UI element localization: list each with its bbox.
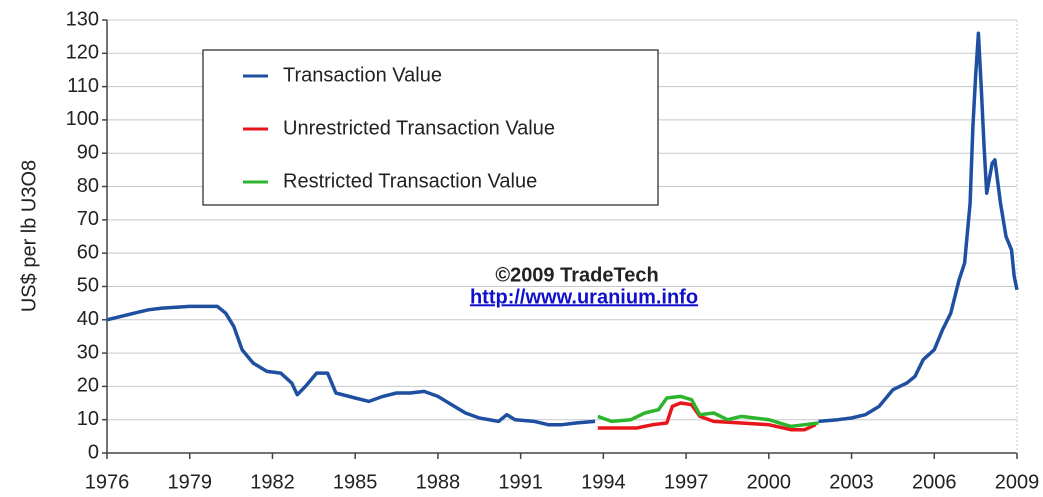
x-tick-label: 2000 (747, 471, 792, 493)
y-tick-label: 50 (77, 275, 99, 297)
y-tick-label: 10 (77, 408, 99, 430)
legend-label: Unrestricted Transaction Value (283, 117, 555, 139)
legend-box (202, 49, 659, 206)
line-series (106, 31, 1019, 427)
y-tick-label: 80 (77, 175, 99, 197)
y-tick-label: 100 (66, 108, 99, 130)
x-tick-label: 1979 (167, 471, 212, 493)
x-tick-label: 2009 (995, 471, 1040, 493)
legend-label: Restricted Transaction Value (283, 170, 537, 192)
x-tick-label: 1982 (250, 471, 295, 493)
x-tick-label: 2003 (829, 471, 874, 493)
x-tick-label: 1985 (333, 471, 378, 493)
legend-label: Transaction Value (283, 64, 442, 86)
y-tick-label: 120 (66, 42, 99, 64)
annotation: ©2009 TradeTech (495, 264, 658, 286)
y-tick-label: 30 (77, 341, 99, 363)
x-tick-label: 1994 (581, 471, 626, 493)
x-tick-label: 1976 (85, 471, 130, 493)
x-tick-label: 2006 (912, 471, 957, 493)
x-tick-label: 1997 (664, 471, 709, 493)
x-tick-label: 1988 (416, 471, 461, 493)
y-tick-label: 60 (77, 241, 99, 263)
y-tick-label: 40 (77, 308, 99, 330)
line-series (597, 394, 819, 429)
y-tick-label: 70 (77, 208, 99, 230)
annotation-link[interactable]: http://www.uranium.info (470, 286, 698, 308)
y-tick-label: 20 (77, 375, 99, 397)
line-series (597, 401, 817, 432)
x-tick-label: 1991 (498, 471, 543, 493)
y-tick-label: 110 (67, 75, 99, 97)
y-tick-label: 0 (88, 441, 99, 463)
y-axis-label: US$ per lb U3O8 (18, 160, 40, 312)
y-tick-label: 130 (66, 8, 99, 30)
y-tick-label: 90 (77, 142, 99, 164)
